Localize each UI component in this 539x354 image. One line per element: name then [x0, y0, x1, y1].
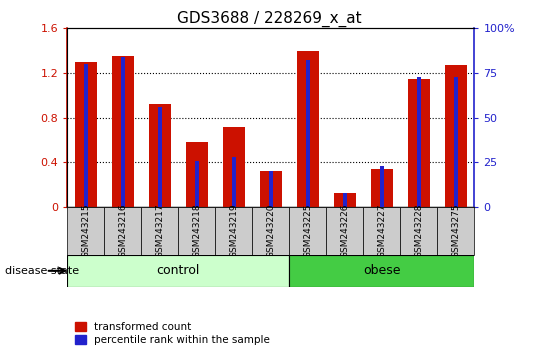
Text: GSM243275: GSM243275 — [451, 204, 460, 258]
Text: GSM243226: GSM243226 — [340, 204, 349, 258]
Bar — [400, 207, 437, 255]
Text: GDS3688 / 228269_x_at: GDS3688 / 228269_x_at — [177, 11, 362, 27]
Bar — [105, 207, 141, 255]
Bar — [289, 255, 474, 287]
Bar — [186, 142, 208, 207]
Bar — [326, 207, 363, 255]
Bar — [67, 207, 105, 255]
Bar — [67, 255, 289, 287]
Bar — [216, 207, 252, 255]
Bar — [195, 161, 199, 207]
Text: GSM243218: GSM243218 — [192, 204, 202, 258]
Bar — [371, 169, 393, 207]
Bar — [260, 171, 282, 207]
Bar — [289, 207, 326, 255]
Text: GSM243225: GSM243225 — [303, 204, 312, 258]
Text: GSM243219: GSM243219 — [230, 204, 238, 258]
Legend: transformed count, percentile rank within the sample: transformed count, percentile rank withi… — [75, 322, 270, 345]
Bar — [297, 51, 319, 207]
Text: GSM243220: GSM243220 — [266, 204, 275, 258]
Bar — [363, 207, 400, 255]
Bar — [75, 62, 97, 207]
Bar — [306, 61, 310, 207]
Bar — [445, 65, 467, 207]
Bar — [121, 57, 125, 207]
Bar — [112, 56, 134, 207]
Bar — [407, 79, 430, 207]
Bar — [149, 104, 171, 207]
Bar — [141, 207, 178, 255]
Text: GSM243215: GSM243215 — [81, 204, 91, 258]
Text: obese: obese — [363, 264, 400, 277]
Bar — [252, 207, 289, 255]
Bar — [223, 127, 245, 207]
Bar — [379, 166, 384, 207]
Text: GSM243217: GSM243217 — [155, 204, 164, 258]
Bar — [417, 76, 421, 207]
Bar — [343, 193, 347, 207]
Text: control: control — [157, 264, 200, 277]
Bar — [232, 157, 236, 207]
Text: GSM243216: GSM243216 — [119, 204, 127, 258]
Bar — [178, 207, 216, 255]
Bar — [84, 64, 88, 207]
Bar — [268, 171, 273, 207]
Text: disease state: disease state — [5, 266, 80, 276]
Bar — [334, 193, 356, 207]
Text: GSM243228: GSM243228 — [414, 204, 423, 258]
Text: GSM243227: GSM243227 — [377, 204, 386, 258]
Bar — [454, 76, 458, 207]
Bar — [157, 107, 162, 207]
Bar — [437, 207, 474, 255]
